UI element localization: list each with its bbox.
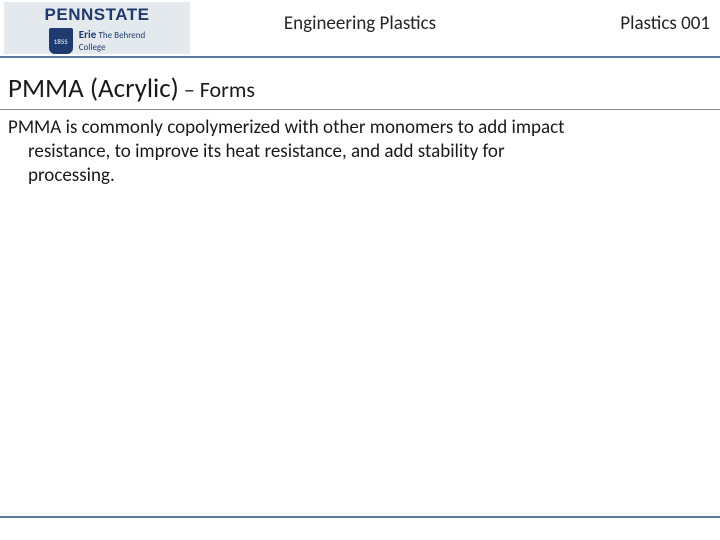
course-topic: Engineering Plastics	[284, 12, 436, 35]
shield-year: 1855	[54, 37, 68, 46]
logo-behrend-1: The Behrend	[99, 30, 146, 41]
slide-body: PMMA is commonly copolymerized with othe…	[0, 110, 720, 193]
footer-rule	[0, 516, 720, 518]
institution-logo: PENNSTATE 1855 Erie The Behrend College	[4, 2, 190, 54]
slide-title-row: PMMA (Acrylic) – Forms	[0, 58, 720, 110]
slide-title-sub: Forms	[200, 76, 255, 103]
logo-behrend-2: College	[79, 42, 106, 53]
slide-title-main: PMMA (Acrylic)	[8, 72, 179, 105]
body-line-1: PMMA is commonly copolymerized with othe…	[8, 116, 565, 139]
shield-icon: 1855	[49, 28, 73, 54]
logo-campus-text: Erie The Behrend College	[79, 29, 145, 53]
body-line-3: processing.	[8, 164, 708, 188]
slide-header: PENNSTATE 1855 Erie The Behrend College …	[0, 0, 720, 58]
course-code: Plastics 001	[620, 12, 710, 35]
slide-title-connector: –	[179, 76, 200, 103]
body-line-2: resistance, to improve its heat resistan…	[8, 140, 708, 164]
logo-subline: 1855 Erie The Behrend College	[8, 28, 186, 54]
logo-erie: Erie	[79, 28, 97, 41]
logo-wordmark: PENNSTATE	[45, 6, 150, 23]
